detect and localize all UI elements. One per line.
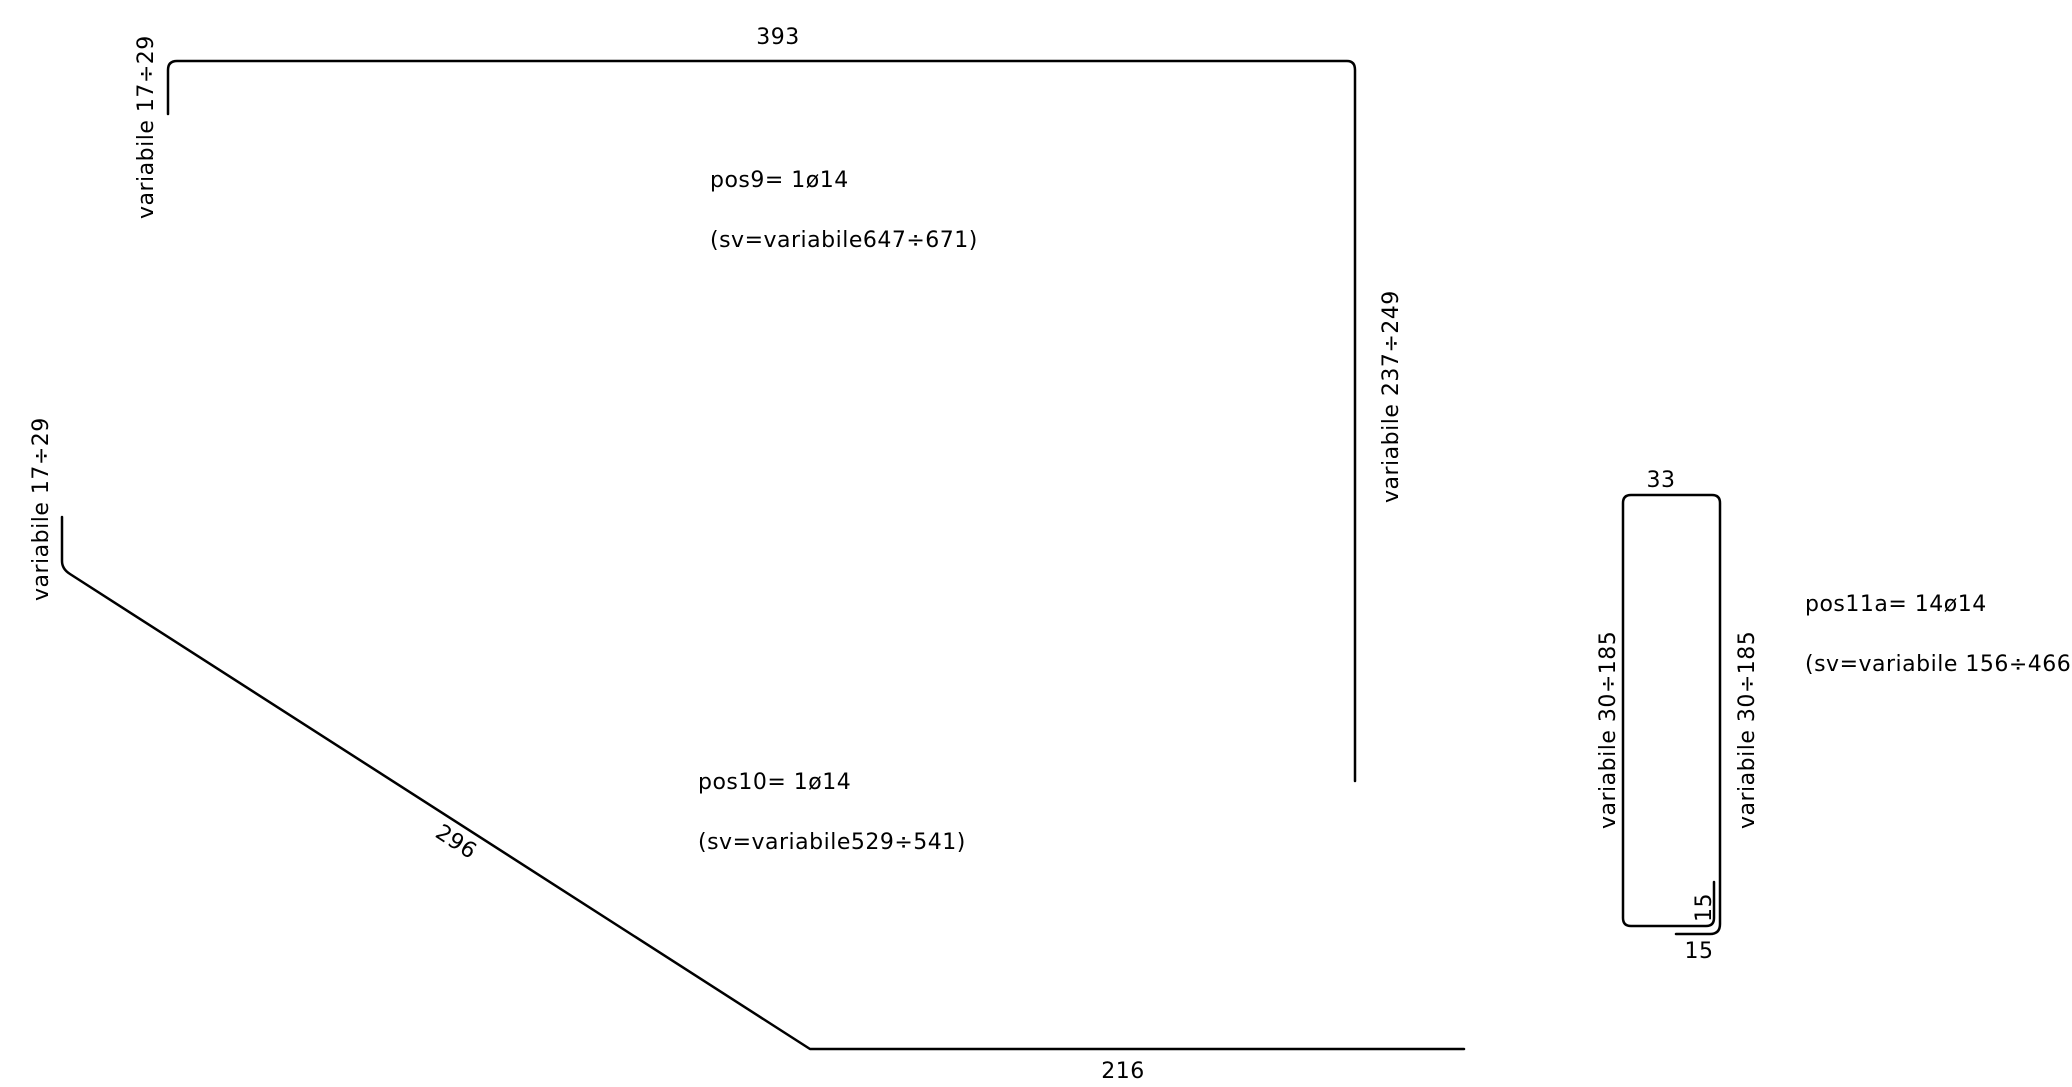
pos11a-dim-hook-vertical: 15 [1692,893,1717,922]
pos11a-sv: (sv=variabile 156÷466) [1805,652,2072,677]
pos10-sv: (sv=variabile529÷541) [698,830,966,855]
pos11a-dim-hook-horizontal: 15 [1685,939,1714,964]
pos10-label: pos10= 1ø14 [698,770,851,795]
pos10-bar-shape [60,515,1466,1051]
pos9-sv: (sv=variabile647÷671) [710,228,978,253]
pos9-dim-left-hook: variabile 17÷29 [134,35,159,219]
pos9-label: pos9= 1ø14 [710,168,849,193]
pos9-dim-top: 393 [756,25,800,50]
pos9-bar-shape [166,59,1357,783]
pos10-dim-diagonal: 296 [431,820,481,865]
pos11a-dim-top: 33 [1647,468,1676,493]
pos9-dim-right: variabile 237÷249 [1379,290,1404,503]
pos11a-dim-left: variabile 30÷185 [1596,631,1621,829]
pos11a-label: pos11a= 14ø14 [1805,592,1987,617]
pos10-dim-bottom: 216 [1101,1059,1145,1084]
pos10-dim-left-hook: variabile 17÷29 [29,417,54,601]
pos11a-dim-right: variabile 30÷185 [1735,631,1760,829]
pos11a-stirrup-shape [1621,493,1722,936]
